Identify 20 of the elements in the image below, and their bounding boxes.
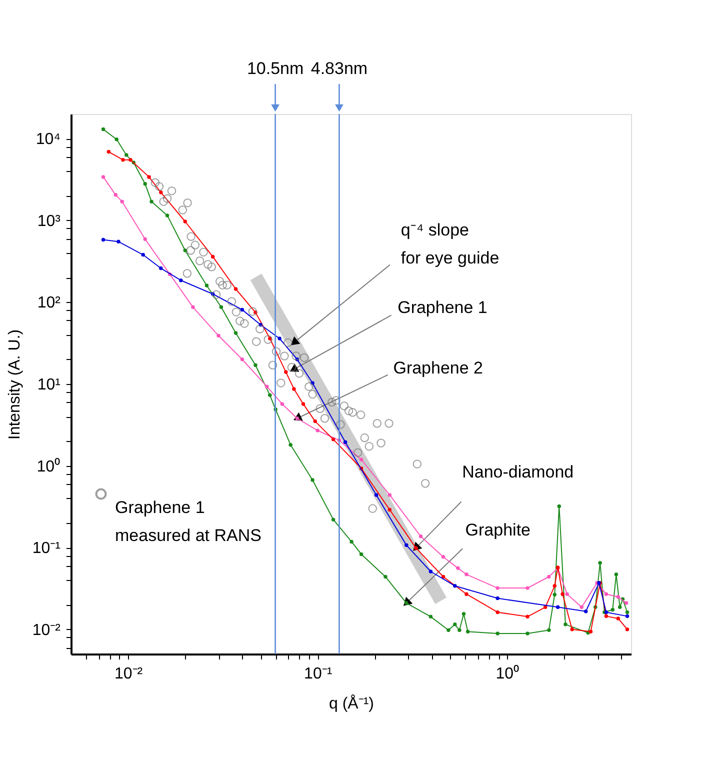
y-tick-label: 10² [37, 294, 62, 312]
y-tick-label: 10⁻² [32, 622, 62, 639]
y-tick-label: 10⁻¹ [32, 540, 60, 558]
ref-line-label: 4.83nm [310, 59, 368, 78]
legend-label: Graphene 1 measured at RANS [115, 498, 262, 545]
annotation: q⁻⁴ slope for eye guide [400, 220, 500, 268]
annotation: Nano-diamond [462, 462, 574, 482]
ref-line-label: 10.5nm [246, 59, 304, 78]
y-tick-label: 10³ [37, 212, 62, 230]
x-axis-title: q (Å⁻¹) [329, 694, 374, 712]
annotation: Graphite [465, 520, 530, 540]
annotation: Graphene 2 [393, 358, 484, 378]
x-tick-label: 10⁻¹ [304, 666, 332, 682]
x-tick-label: 10⁰ [496, 664, 520, 682]
x-tick-label: 10⁻² [114, 666, 144, 682]
y-tick-label: 10⁰ [36, 457, 60, 476]
y-axis-title: Intensity (A. U.) [6, 329, 24, 440]
y-tick-label: 10⁴ [36, 131, 61, 148]
annotation: Graphene 1 [398, 298, 488, 317]
y-tick-label: 10¹ [37, 376, 60, 394]
